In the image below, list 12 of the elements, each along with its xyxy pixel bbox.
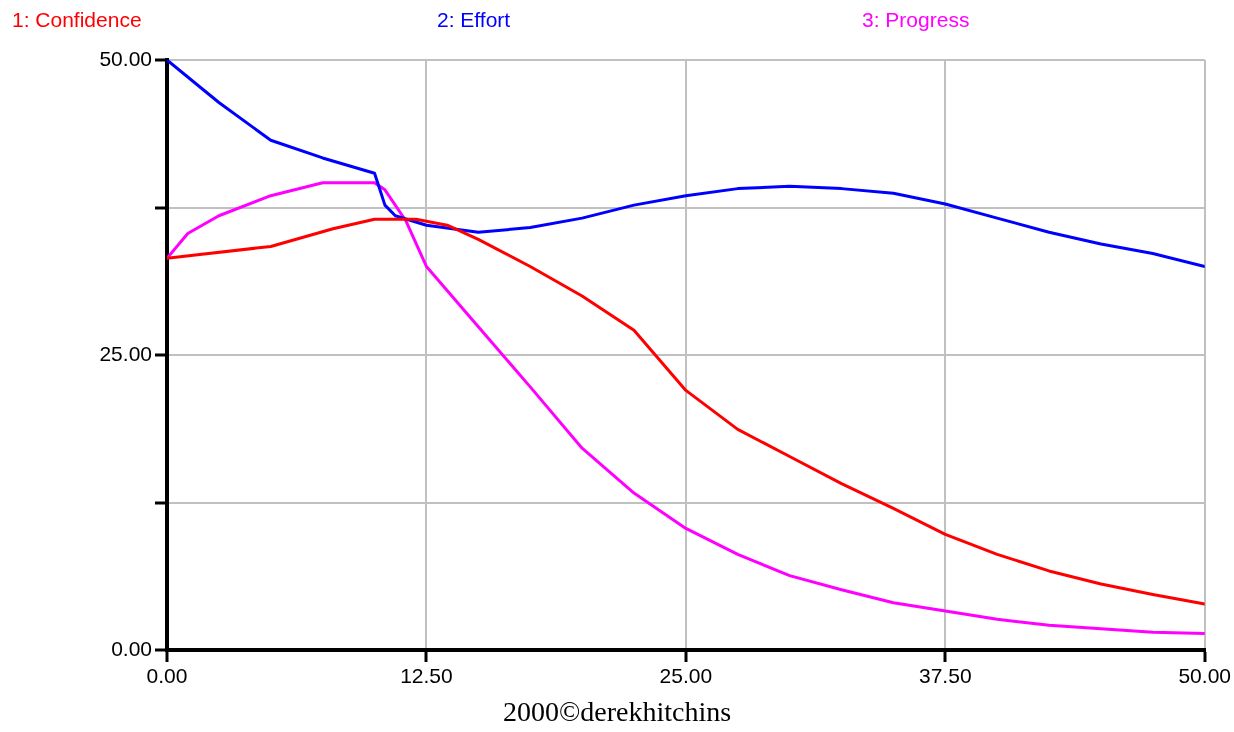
text: 3: Progress: [862, 8, 970, 32]
y-tick-label: 25.00: [99, 341, 152, 365]
text: 2000©derekhitchins: [501, 696, 733, 728]
x-tick-label: 12.50: [400, 664, 453, 688]
text: 1: Confidence: [12, 8, 142, 32]
y-tick-label: 50.00: [99, 46, 152, 70]
x-tick-label: 37.50: [919, 664, 972, 688]
x-tick-label: 50.00: [1178, 664, 1232, 688]
text: 2: Effort: [437, 8, 511, 32]
x-tick-label: 0.00: [146, 664, 188, 688]
y-tick-label: 0.00: [111, 636, 152, 660]
x-tick-label: 25.00: [659, 664, 713, 688]
